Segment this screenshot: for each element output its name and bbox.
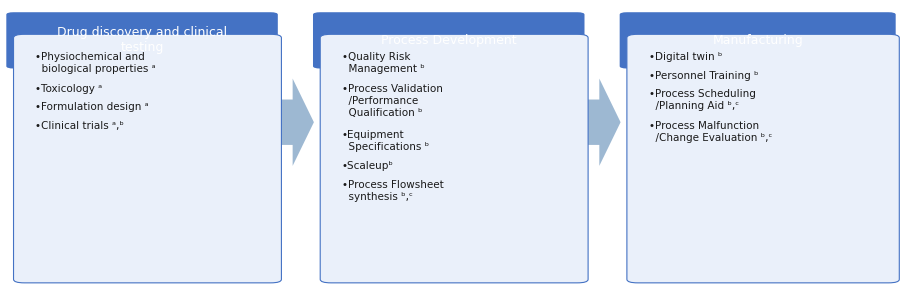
FancyBboxPatch shape (620, 12, 896, 68)
Text: •Process Scheduling
  /Planning Aid ᵇ,ᶜ: •Process Scheduling /Planning Aid ᵇ,ᶜ (649, 89, 755, 111)
Text: •Formulation design ᵃ: •Formulation design ᵃ (35, 102, 149, 112)
Text: •Clinical trials ᵃ,ᵇ: •Clinical trials ᵃ,ᵇ (35, 121, 124, 131)
FancyBboxPatch shape (6, 12, 278, 68)
Polygon shape (258, 79, 314, 166)
Text: •Scaleupᵇ: •Scaleupᵇ (342, 161, 394, 171)
Text: •Equipment
  Specifications ᵇ: •Equipment Specifications ᵇ (342, 129, 429, 152)
Text: •Process Malfunction
  /Change Evaluation ᵇ,ᶜ: •Process Malfunction /Change Evaluation … (649, 121, 772, 143)
FancyBboxPatch shape (313, 12, 584, 68)
FancyBboxPatch shape (320, 34, 588, 283)
Text: Manufacturing: Manufacturing (713, 34, 803, 47)
Text: •Toxicology ᵃ: •Toxicology ᵃ (35, 84, 102, 94)
Text: Process Development: Process Development (381, 34, 517, 47)
Text: •Process Flowsheet
  synthesis ᵇ,ᶜ: •Process Flowsheet synthesis ᵇ,ᶜ (342, 180, 444, 202)
Text: Drug discovery and clinical
testing: Drug discovery and clinical testing (57, 26, 227, 54)
Polygon shape (565, 79, 621, 166)
Text: •Digital twin ᵇ: •Digital twin ᵇ (649, 52, 722, 62)
Text: •Physiochemical and
  biological properties ᵃ: •Physiochemical and biological propertie… (35, 52, 156, 74)
Text: •Process Validation
  /Performance
  Qualification ᵇ: •Process Validation /Performance Qualifi… (342, 84, 443, 118)
FancyBboxPatch shape (627, 34, 899, 283)
FancyBboxPatch shape (14, 34, 281, 283)
Text: •Personnel Training ᵇ: •Personnel Training ᵇ (649, 71, 758, 81)
Text: •Quality Risk
  Management ᵇ: •Quality Risk Management ᵇ (342, 52, 425, 74)
